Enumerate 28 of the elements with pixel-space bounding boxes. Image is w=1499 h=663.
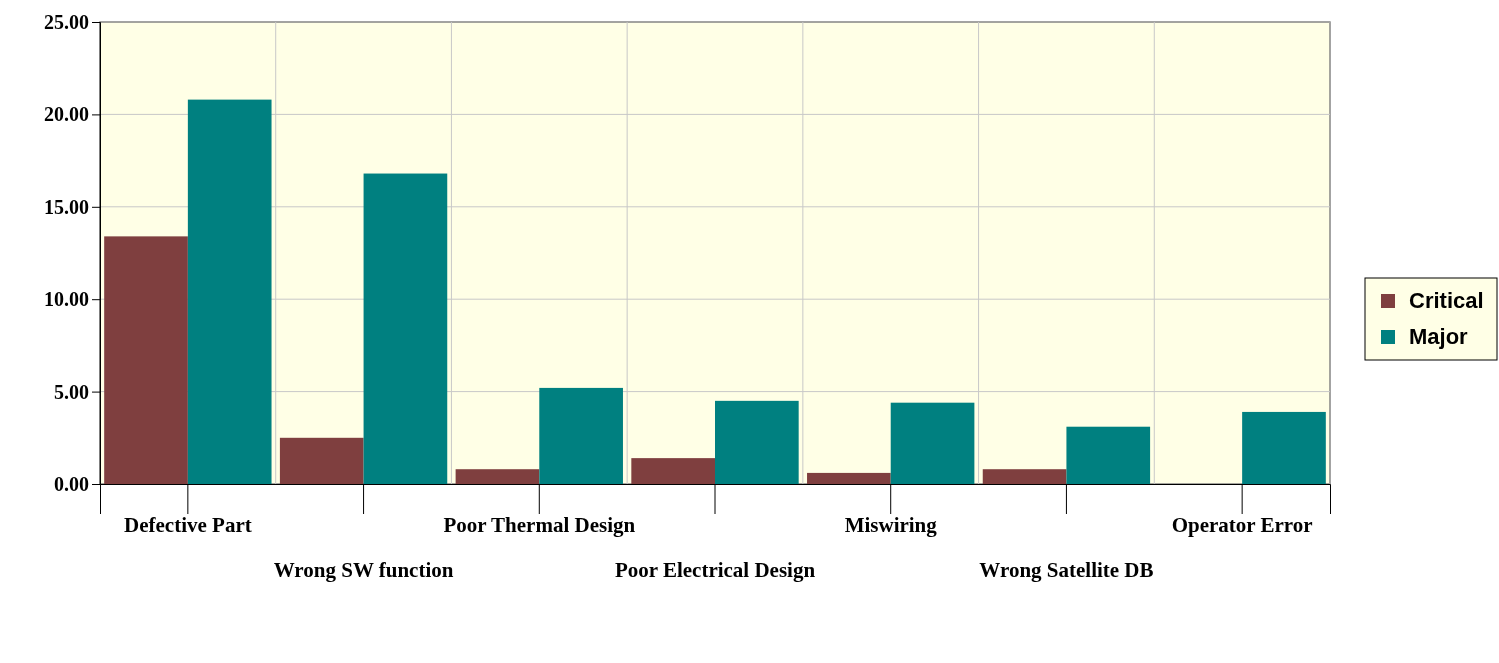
bar bbox=[715, 400, 799, 484]
bar bbox=[982, 469, 1067, 484]
bar bbox=[631, 458, 715, 484]
bar bbox=[1066, 426, 1151, 484]
bar bbox=[890, 402, 975, 484]
bar bbox=[104, 236, 188, 484]
legend-label: Critical bbox=[1409, 288, 1484, 313]
y-tick-label: 20.00 bbox=[44, 103, 89, 126]
x-tick-label: Poor Electrical Design bbox=[614, 558, 816, 582]
y-tick-label: 5.00 bbox=[54, 380, 89, 403]
bar bbox=[1242, 411, 1326, 484]
bar bbox=[807, 472, 891, 484]
bar bbox=[539, 387, 623, 484]
x-tick-label: Miswiring bbox=[844, 513, 938, 537]
legend-label: Major bbox=[1409, 324, 1469, 349]
x-tick-label: Wrong Satellite DB bbox=[979, 558, 1154, 582]
bar bbox=[363, 173, 448, 484]
bar bbox=[187, 99, 272, 484]
bar bbox=[279, 437, 364, 484]
x-tick-label: Wrong SW function bbox=[273, 558, 454, 582]
y-tick-label: 0.00 bbox=[54, 472, 89, 495]
x-tick-label: Operator Error bbox=[1171, 513, 1313, 537]
bar bbox=[455, 469, 540, 484]
y-tick-label: 25.00 bbox=[44, 10, 89, 33]
y-tick-label: 15.00 bbox=[44, 195, 89, 218]
x-tick-label: Defective Part bbox=[124, 513, 252, 537]
y-tick-label: 10.00 bbox=[44, 288, 89, 311]
x-tick-label: Poor Thermal Design bbox=[443, 513, 636, 537]
